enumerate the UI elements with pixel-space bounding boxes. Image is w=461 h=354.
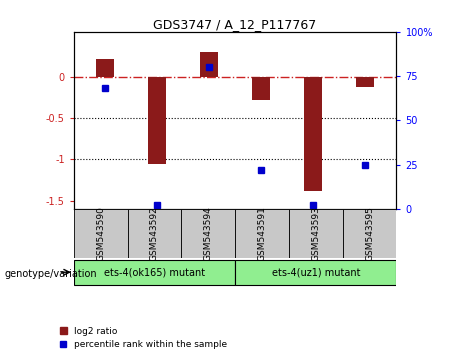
Bar — [252, 77, 270, 100]
Bar — [289, 209, 343, 258]
Text: genotype/variation: genotype/variation — [5, 269, 97, 279]
Bar — [235, 260, 396, 285]
Bar — [200, 52, 218, 77]
Bar — [148, 77, 166, 164]
Text: GSM543593: GSM543593 — [311, 206, 320, 261]
Text: ets-4(ok165) mutant: ets-4(ok165) mutant — [104, 268, 205, 278]
Bar — [74, 260, 235, 285]
Title: GDS3747 / A_12_P117767: GDS3747 / A_12_P117767 — [154, 18, 317, 31]
Text: GSM543595: GSM543595 — [365, 206, 374, 261]
Bar — [356, 77, 374, 87]
Bar — [96, 59, 114, 77]
Bar — [235, 209, 289, 258]
Bar — [304, 77, 322, 191]
Text: GSM543594: GSM543594 — [204, 206, 213, 261]
Text: ets-4(uz1) mutant: ets-4(uz1) mutant — [272, 268, 360, 278]
Text: GSM543592: GSM543592 — [150, 206, 159, 261]
Bar — [128, 209, 181, 258]
Bar — [181, 209, 235, 258]
Legend: log2 ratio, percentile rank within the sample: log2 ratio, percentile rank within the s… — [60, 327, 227, 349]
Bar — [74, 209, 128, 258]
Text: GSM543590: GSM543590 — [96, 206, 105, 261]
Text: GSM543591: GSM543591 — [258, 206, 266, 261]
Bar — [343, 209, 396, 258]
